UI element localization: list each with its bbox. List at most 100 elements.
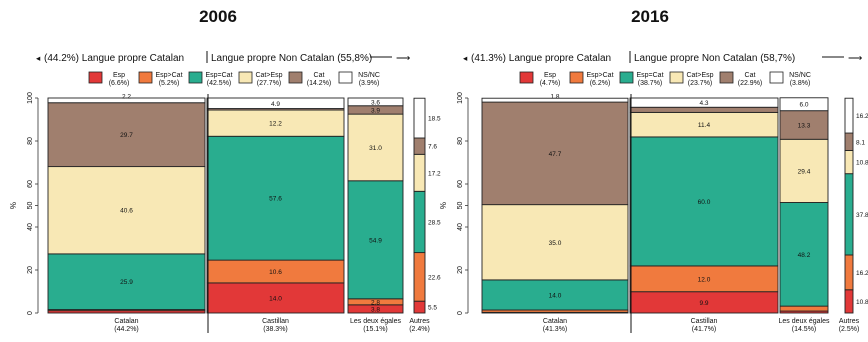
arrow-right-icon: ⟶ <box>396 53 410 64</box>
mosaic-tile-Cat <box>844 132 854 151</box>
tile-value-label: 13.3 <box>798 122 811 129</box>
y-tick-label: 100 <box>457 92 464 104</box>
legend-swatch-Cat>Esp <box>238 71 253 84</box>
mosaic-tile-Cat <box>481 101 629 206</box>
mosaic-tile-Esp>Cat <box>413 252 426 302</box>
mosaic-tile-Esp <box>413 300 426 314</box>
legend-label: Esp>Cat <box>586 72 613 79</box>
tile-value-label: 7.6 <box>428 144 437 151</box>
mosaic-tile-Esp=Cat <box>481 279 629 311</box>
legend-label: NS/NC <box>358 72 380 79</box>
legend-pct: (4.7%) <box>540 80 561 87</box>
tile-value-label: 48.2 <box>798 252 811 259</box>
mosaic-tile-Esp>Cat <box>629 265 779 293</box>
arrow-right-icon: ⟶ <box>848 53 862 64</box>
tile-value-label: 22.6 <box>428 274 441 281</box>
arrow-left-icon: ◂ <box>463 53 468 63</box>
legend-swatch-Cat>Esp <box>669 71 684 84</box>
mosaic-tile-NS/NC <box>481 97 629 103</box>
tile-value-label: 12.2 <box>269 121 282 128</box>
mosaic-tile-NS/NC <box>413 97 426 139</box>
x-category-share: (41.7%) <box>692 326 717 333</box>
legend-swatch-Cat <box>719 71 734 84</box>
mosaic-tile-NS/NC <box>779 97 829 112</box>
x-category-share: (2.4%) <box>409 326 430 333</box>
tile-value-label: 25.9 <box>120 279 133 286</box>
y-tick-label: 80 <box>27 137 34 145</box>
tile-value-label: 16.2 <box>856 113 868 120</box>
legend-pct: (6.2%) <box>590 80 611 87</box>
tile-value-label: 11.4 <box>698 122 711 129</box>
legend-swatch-Esp <box>88 71 103 84</box>
tile-value-label: 2.8 <box>371 299 380 306</box>
x-category-share: (38.3%) <box>263 326 288 333</box>
legend-pct: (3.8%) <box>790 80 811 87</box>
legend-swatch-Esp=Cat <box>188 71 203 84</box>
mosaic-tile-Cat>Esp <box>779 138 829 203</box>
tile-value-label: 47.7 <box>549 151 562 158</box>
x-category-label: Autres <box>409 318 430 325</box>
legend-pct: (22.9%) <box>738 80 763 87</box>
chart-title: 2016 <box>631 7 669 26</box>
mosaic-tile-Esp=Cat <box>347 180 404 300</box>
tile-value-label: 4.9 <box>271 101 280 108</box>
header-left-label: (44.2%) Langue propre Catalan <box>44 53 184 64</box>
tile-value-label: 3.8 <box>371 306 380 313</box>
legend-swatch-NS/NC <box>769 71 784 84</box>
mosaic-tile-Esp=Cat <box>779 202 829 307</box>
mosaic-tile-Cat>Esp <box>347 113 404 182</box>
y-tick-label: 0 <box>27 311 34 315</box>
legend-label: NS/NC <box>789 72 811 79</box>
x-category-share: (41.3%) <box>543 326 568 333</box>
legend-label: Esp=Cat <box>205 72 232 79</box>
tile-value-label: 2.2 <box>122 94 131 101</box>
tile-value-label: 5.5 <box>428 305 437 312</box>
x-category-label: Castillan <box>262 318 289 325</box>
tile-value-label: 17.2 <box>428 170 441 177</box>
mosaic-tile-Esp=Cat <box>844 173 854 256</box>
y-axis-label: % <box>439 202 448 209</box>
y-tick-label: 20 <box>27 266 34 274</box>
x-category-label: Catalan <box>543 318 567 325</box>
mosaic-tile-Esp <box>206 282 345 314</box>
y-tick-label: 20 <box>457 266 464 274</box>
legend-label: Cat <box>745 72 756 79</box>
x-category-share: (15.1%) <box>363 326 388 333</box>
y-tick-label: 50 <box>27 202 34 210</box>
header-right-label: Langue propre Non Catalan (55,8%) <box>211 53 372 64</box>
legend-pct: (6.6%) <box>109 80 130 87</box>
legend-label: Esp>Cat <box>155 72 182 79</box>
mosaic-tile-Cat>Esp <box>844 150 854 175</box>
tile-value-label: 29.4 <box>798 168 811 175</box>
y-axis-label: % <box>9 202 18 209</box>
tile-value-label: 4.3 <box>699 100 708 107</box>
mosaic-tile-Cat>Esp <box>47 166 206 255</box>
legend-pct: (3.9%) <box>359 80 380 87</box>
mosaic-tile-Cat>Esp <box>481 204 629 281</box>
mosaic-tile-NS/NC <box>347 97 404 107</box>
tile-value-label: 8.1 <box>856 139 865 146</box>
legend-pct: (38.7%) <box>638 80 663 87</box>
y-tick-label: 40 <box>457 223 464 231</box>
chart-title: 2006 <box>199 7 237 26</box>
mosaic-tile-Cat>Esp <box>413 153 426 192</box>
tile-value-label: 18.5 <box>428 116 441 123</box>
tile-value-label: 14.0 <box>269 295 282 302</box>
mosaic-tile-Cat <box>47 102 206 168</box>
tile-value-label: 57.6 <box>269 196 282 203</box>
mosaic-tile-Esp=Cat <box>206 135 345 261</box>
tile-value-label: 16.2 <box>856 270 868 277</box>
x-category-label: Catalan <box>114 318 138 325</box>
legend-label: Esp=Cat <box>636 72 663 79</box>
tile-value-label: 28.5 <box>428 219 441 226</box>
tile-value-label: 3.9 <box>371 107 380 114</box>
tile-value-label: 37.8 <box>856 212 868 219</box>
tile-value-label: 6.0 <box>799 102 808 109</box>
legend-label: Cat <box>314 72 325 79</box>
mosaic-tile-NS/NC <box>844 97 854 134</box>
mosaic-tile-Esp=Cat <box>629 136 779 267</box>
legend-swatch-NS/NC <box>338 71 353 84</box>
mosaic-tile-Esp>Cat <box>844 254 854 291</box>
legend-label: Esp <box>113 72 125 79</box>
